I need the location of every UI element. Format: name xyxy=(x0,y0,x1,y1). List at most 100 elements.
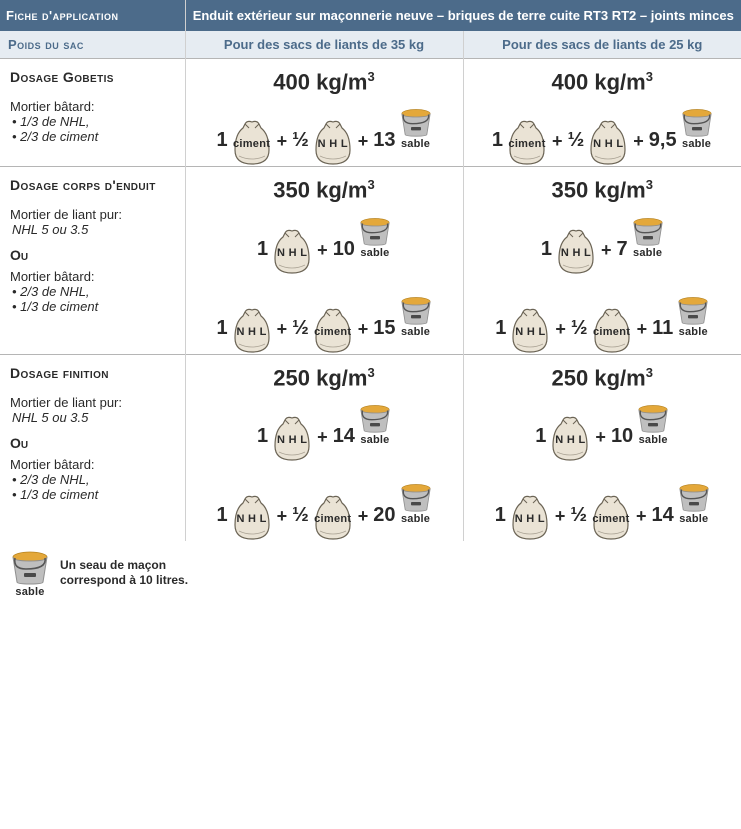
bucket-icon: sable xyxy=(399,295,433,338)
bucket-icon: sable xyxy=(10,549,50,598)
bucket-icon: sable xyxy=(680,107,714,150)
sack-icon: N H L xyxy=(587,120,629,150)
plus-operator: + xyxy=(637,320,648,338)
plus-operator: + xyxy=(358,507,369,525)
bucket-icon: sable xyxy=(636,403,670,446)
sack-icon: ciment xyxy=(591,308,633,338)
dosage-title: Dosage corps d'enduit xyxy=(10,177,175,193)
density-value: 400 kg/m3 xyxy=(192,69,457,95)
quantity: 1 xyxy=(495,505,506,525)
footer-line2: correspond à 10 litres. xyxy=(60,573,188,587)
quantity: 15 xyxy=(373,318,395,338)
mortar-detail: • 2/3 de ciment xyxy=(10,129,175,144)
quantity: 1 xyxy=(541,239,552,259)
bucket-icon: sable xyxy=(399,482,433,525)
formula: 1 N H L +½ ciment +20 sable xyxy=(192,482,457,525)
mortar-detail: • 1/3 de ciment xyxy=(10,299,175,314)
plus-operator: + xyxy=(358,132,369,150)
quantity: 10 xyxy=(611,426,633,446)
dosage-title: Dosage finition xyxy=(10,365,175,381)
sack-icon: N H L xyxy=(231,495,273,525)
bucket-icon: sable xyxy=(358,216,392,259)
formula: 1 N H L +14 sable xyxy=(192,403,457,446)
bucket-icon: sable xyxy=(399,107,433,150)
ou-label: Ou xyxy=(10,435,175,451)
plus-operator: + xyxy=(595,428,606,446)
quantity: 1 xyxy=(216,318,227,338)
dosage-table: Fiche d'application Enduit extérieur sur… xyxy=(0,0,741,541)
formula: 1 N H L +10 sable xyxy=(192,216,457,259)
bucket-icon: sable xyxy=(358,403,392,446)
quantity: 1 xyxy=(535,426,546,446)
quantity: 7 xyxy=(617,239,628,259)
quantity: 13 xyxy=(373,130,395,150)
bucket-icon: sable xyxy=(677,482,711,525)
formula: 1 N H L +10 sable xyxy=(470,403,736,446)
quantity: 14 xyxy=(652,505,674,525)
sack-icon: ciment xyxy=(312,308,354,338)
mortar-detail: • 1/3 de NHL, xyxy=(10,114,175,129)
plus-operator: + xyxy=(358,320,369,338)
plus-operator: + xyxy=(317,428,328,446)
density-value: 400 kg/m3 xyxy=(470,69,736,95)
footer-note: sable Un seau de maçon correspond à 10 l… xyxy=(0,541,741,606)
quantity: ½ xyxy=(568,130,585,150)
mortar-detail: • 2/3 de NHL, xyxy=(10,472,175,487)
mortar-label: Mortier bâtard: xyxy=(10,269,175,284)
dosage-title: Dosage Gobetis xyxy=(10,69,175,85)
mortar-detail: NHL 5 ou 3.5 xyxy=(10,222,175,237)
mortar-detail: • 1/3 de ciment xyxy=(10,487,175,502)
plus-operator: + xyxy=(277,320,288,338)
subheader-left: Poids du sac xyxy=(0,31,185,59)
formula: 1 N H L +½ ciment +11 sable xyxy=(470,295,736,338)
density-value: 350 kg/m3 xyxy=(470,177,736,203)
sack-icon: ciment xyxy=(312,495,354,525)
sack-icon: ciment xyxy=(231,120,273,150)
quantity: 11 xyxy=(652,318,673,338)
bucket-icon: sable xyxy=(631,216,665,259)
subheader-25kg: Pour des sacs de liants de 25 kg xyxy=(463,31,741,59)
sack-icon: N H L xyxy=(509,308,551,338)
plus-operator: + xyxy=(552,132,563,150)
header-right: Enduit extérieur sur maçonnerie neuve – … xyxy=(185,0,741,31)
formula: 1 N H L +½ ciment +15 sable xyxy=(192,295,457,338)
density-value: 250 kg/m3 xyxy=(192,365,457,391)
plus-operator: + xyxy=(277,507,288,525)
sack-icon: N H L xyxy=(271,229,313,259)
quantity: ½ xyxy=(292,318,309,338)
header-left: Fiche d'application xyxy=(0,0,185,31)
sack-icon: N H L xyxy=(231,308,273,338)
formula: 1 N H L +½ ciment +14 sable xyxy=(470,482,736,525)
table-row: Dosage finitionMortier de liant pur:NHL … xyxy=(0,354,741,541)
plus-operator: + xyxy=(633,132,644,150)
quantity: 1 xyxy=(257,239,268,259)
mortar-label: Mortier de liant pur: xyxy=(10,207,175,222)
sack-icon: N H L xyxy=(312,120,354,150)
sack-icon: ciment xyxy=(590,495,632,525)
formula: 1 ciment +½ N H L +9,5 sable xyxy=(470,107,736,150)
quantity: 1 xyxy=(216,130,227,150)
plus-operator: + xyxy=(277,132,288,150)
sack-icon: N H L xyxy=(549,416,591,446)
plus-operator: + xyxy=(555,320,566,338)
subheader-row: Poids du sac Pour des sacs de liants de … xyxy=(0,31,741,59)
quantity: ½ xyxy=(292,130,309,150)
table-row: Dosage corps d'enduit Mortier de liant pu… xyxy=(0,167,741,354)
table-row: Dosage GobetisMortier bâtard:• 1/3 de NH… xyxy=(0,59,741,167)
quantity: 20 xyxy=(373,505,395,525)
quantity: 9,5 xyxy=(649,130,677,150)
sack-icon: N H L xyxy=(555,229,597,259)
plus-operator: + xyxy=(555,507,566,525)
formula: 1 N H L +7 sable xyxy=(470,216,736,259)
formula: 1 ciment +½ N H L +13 sable xyxy=(192,107,457,150)
quantity: 1 xyxy=(257,426,268,446)
subheader-35kg: Pour des sacs de liants de 35 kg xyxy=(185,31,463,59)
quantity: 1 xyxy=(492,130,503,150)
quantity: 10 xyxy=(333,239,355,259)
bucket-icon: sable xyxy=(10,549,50,598)
footer-text: Un seau de maçon correspond à 10 litres. xyxy=(60,558,188,589)
plus-operator: + xyxy=(601,241,612,259)
quantity: 14 xyxy=(333,426,355,446)
density-value: 250 kg/m3 xyxy=(470,365,736,391)
quantity: ½ xyxy=(292,505,309,525)
